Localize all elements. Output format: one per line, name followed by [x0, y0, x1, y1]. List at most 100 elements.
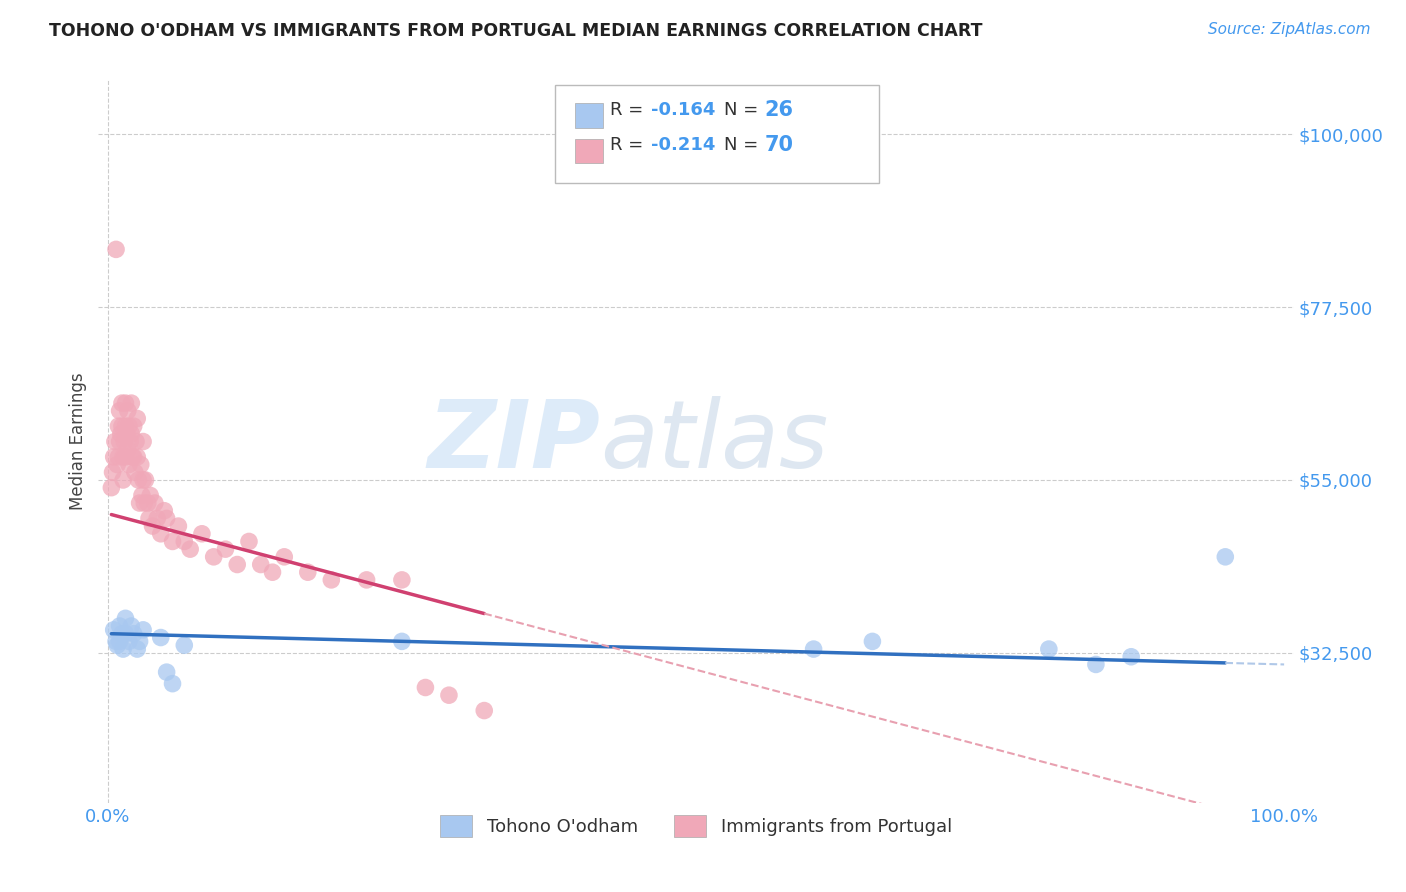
- Point: [167, 519, 190, 533]
- Point: [122, 626, 145, 640]
- Point: [127, 642, 149, 657]
- Point: [1213, 549, 1236, 564]
- Point: [111, 396, 134, 410]
- Text: R =: R =: [610, 101, 650, 119]
- Point: [103, 450, 125, 464]
- Point: [132, 473, 155, 487]
- Point: [112, 642, 135, 657]
- Text: 70: 70: [765, 136, 794, 155]
- Text: R =: R =: [610, 136, 650, 154]
- Point: [101, 465, 124, 479]
- Point: [121, 450, 143, 464]
- Point: [132, 434, 155, 449]
- Point: [321, 573, 343, 587]
- Point: [105, 243, 128, 257]
- Point: [111, 626, 134, 640]
- Point: [1084, 657, 1107, 672]
- Point: [107, 450, 129, 464]
- Point: [120, 434, 142, 449]
- Point: [115, 426, 138, 441]
- Point: [108, 434, 131, 449]
- Point: [127, 411, 149, 425]
- Point: [262, 565, 284, 579]
- Point: [118, 634, 141, 648]
- Point: [128, 496, 150, 510]
- Y-axis label: Median Earnings: Median Earnings: [69, 373, 87, 510]
- Point: [1038, 642, 1060, 657]
- Point: [112, 434, 135, 449]
- Point: [122, 450, 145, 464]
- Point: [114, 626, 136, 640]
- Point: [437, 688, 460, 702]
- Point: [108, 619, 131, 633]
- Point: [139, 488, 162, 502]
- Point: [120, 426, 142, 441]
- Point: [136, 496, 159, 510]
- Point: [153, 504, 176, 518]
- Point: [127, 473, 149, 487]
- Point: [110, 426, 132, 441]
- Point: [415, 681, 437, 695]
- Point: [149, 631, 172, 645]
- Point: [162, 534, 184, 549]
- Point: [118, 458, 141, 472]
- Point: [125, 434, 148, 449]
- Text: Source: ZipAtlas.com: Source: ZipAtlas.com: [1208, 22, 1371, 37]
- Point: [238, 534, 260, 549]
- Point: [127, 450, 149, 464]
- Point: [297, 565, 319, 579]
- Point: [391, 634, 413, 648]
- Point: [156, 511, 179, 525]
- Point: [173, 534, 195, 549]
- Point: [108, 634, 131, 648]
- Point: [146, 511, 169, 525]
- Point: [162, 676, 184, 690]
- Point: [273, 549, 295, 564]
- Text: ZIP: ZIP: [427, 395, 600, 488]
- Point: [472, 704, 495, 718]
- Point: [138, 511, 160, 525]
- Legend: Tohono O'odham, Immigrants from Portugal: Tohono O'odham, Immigrants from Portugal: [433, 808, 959, 845]
- Point: [120, 396, 142, 410]
- Point: [131, 488, 153, 502]
- Point: [356, 573, 378, 587]
- Point: [112, 473, 135, 487]
- Text: 26: 26: [765, 100, 794, 120]
- Point: [803, 642, 825, 657]
- Point: [173, 638, 195, 652]
- Point: [120, 619, 142, 633]
- Point: [129, 458, 152, 472]
- Point: [107, 419, 129, 434]
- Point: [104, 434, 127, 449]
- Text: N =: N =: [724, 101, 763, 119]
- Point: [249, 558, 271, 572]
- Point: [117, 442, 139, 457]
- Point: [112, 450, 135, 464]
- Point: [114, 419, 136, 434]
- Point: [134, 496, 156, 510]
- Point: [202, 549, 225, 564]
- Point: [108, 404, 131, 418]
- Text: -0.214: -0.214: [651, 136, 716, 154]
- Point: [105, 458, 128, 472]
- Point: [179, 542, 201, 557]
- Point: [111, 419, 134, 434]
- Point: [100, 481, 122, 495]
- Point: [114, 450, 136, 464]
- Point: [128, 634, 150, 648]
- Point: [143, 496, 166, 510]
- Point: [860, 634, 883, 648]
- Text: N =: N =: [724, 136, 763, 154]
- Point: [124, 465, 146, 479]
- Point: [226, 558, 249, 572]
- Point: [118, 419, 141, 434]
- Point: [134, 473, 156, 487]
- Text: TOHONO O'ODHAM VS IMMIGRANTS FROM PORTUGAL MEDIAN EARNINGS CORRELATION CHART: TOHONO O'ODHAM VS IMMIGRANTS FROM PORTUG…: [49, 22, 983, 40]
- Point: [105, 634, 128, 648]
- Point: [141, 519, 163, 533]
- Point: [105, 638, 128, 652]
- Point: [114, 396, 136, 410]
- Point: [1121, 649, 1143, 664]
- Point: [122, 419, 145, 434]
- Point: [114, 611, 136, 625]
